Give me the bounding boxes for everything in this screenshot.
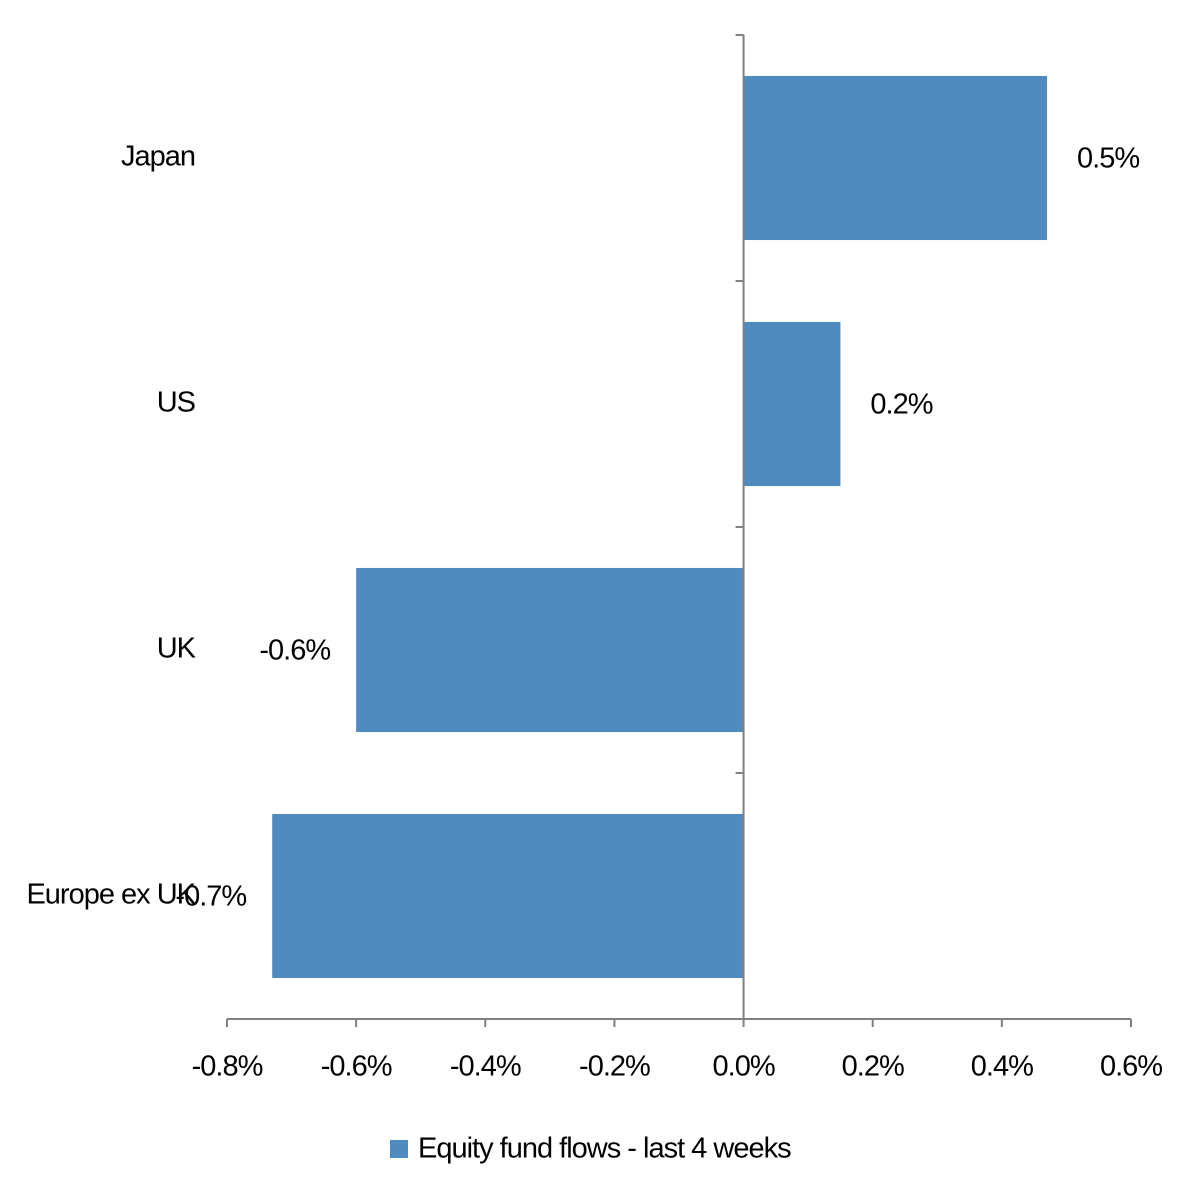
x-tick-label: 0.4%: [971, 1051, 1033, 1083]
legend-label: Equity fund flows - last 4 weeks: [418, 1133, 791, 1165]
legend-swatch: [390, 1140, 408, 1158]
x-tick-label: 0.0%: [713, 1051, 775, 1083]
x-tick-label: -0.8%: [192, 1051, 263, 1083]
value-label: -0.7%: [175, 881, 246, 913]
category-label: UK: [157, 633, 197, 665]
value-label: -0.6%: [259, 635, 330, 667]
x-tick-label: 0.6%: [1100, 1051, 1162, 1083]
x-tick-label: -0.6%: [321, 1051, 392, 1083]
x-tick-label: -0.2%: [579, 1051, 650, 1083]
bar: [272, 813, 744, 979]
value-label: 0.2%: [870, 389, 932, 421]
bar: [743, 321, 841, 487]
bar: [356, 567, 744, 733]
category-label: Japan: [121, 141, 195, 173]
category-label: US: [157, 387, 196, 419]
value-label: 0.5%: [1077, 143, 1139, 175]
category-label: Europe ex UK: [26, 879, 196, 911]
x-tick-label: 0.2%: [842, 1051, 904, 1083]
bar: [743, 75, 1048, 241]
x-tick-label: -0.4%: [450, 1051, 521, 1083]
